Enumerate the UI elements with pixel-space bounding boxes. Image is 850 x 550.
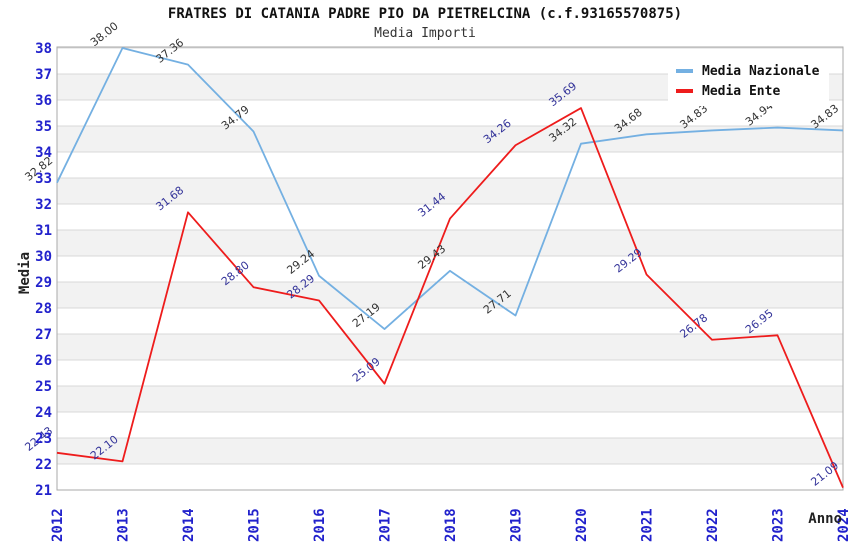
legend-swatch-media-nazionale (676, 69, 693, 73)
series-line-media-ente (56, 107, 844, 489)
y-tick-label: 34 (35, 145, 52, 161)
data-label-media-nazionale: 37.36 (153, 36, 186, 66)
x-tick-label: 2012 (50, 508, 66, 542)
y-tick-label: 23 (35, 431, 52, 447)
x-tick-label: 2020 (574, 508, 590, 542)
x-tick-label: 2018 (443, 508, 459, 542)
y-tick-label: 38 (35, 41, 52, 57)
plot-border (56, 46, 844, 491)
y-tick-label: 36 (35, 93, 52, 109)
y-tick-label: 32 (35, 197, 52, 213)
x-tick-label: 2016 (312, 508, 328, 542)
y-tick-label: 29 (35, 275, 52, 291)
x-tick-label: 2024 (836, 508, 850, 542)
x-tick-label: 2013 (116, 508, 132, 542)
chart-title: FRATRES DI CATANIA PADRE PIO DA PIETRELC… (167, 6, 683, 22)
plot-band (57, 178, 843, 204)
y-tick-label: 37 (35, 67, 52, 83)
x-tick-label: 2014 (181, 508, 197, 542)
y-tick-label: 35 (35, 119, 52, 135)
x-tick-label: 2019 (509, 508, 525, 542)
legend: Media Nazionale Media Ente (668, 56, 830, 106)
data-label-media-nazionale: 38.00 (88, 19, 121, 49)
plot-band (57, 386, 843, 412)
y-tick-label: 30 (35, 249, 52, 265)
x-tick-label: 2023 (771, 508, 787, 542)
plot-band (57, 334, 843, 360)
y-tick-label: 25 (35, 379, 52, 395)
legend-item-media-ente: Media Ente (676, 81, 819, 101)
x-tick-label: 2021 (640, 508, 656, 542)
series-line-media-nazionale (56, 47, 844, 330)
legend-label: Media Ente (702, 83, 781, 99)
y-tick-label: 22 (35, 457, 52, 473)
legend-item-media-nazionale: Media Nazionale (676, 61, 819, 81)
plot-band (57, 230, 843, 256)
x-tick-label: 2017 (378, 508, 394, 542)
y-tick-label: 26 (35, 353, 52, 369)
x-tick-label: 2022 (705, 508, 721, 542)
plot-band (57, 438, 843, 464)
data-label-media-ente: 26.95 (743, 307, 776, 337)
x-axis-title: Anno (808, 511, 842, 527)
plot-band (57, 282, 843, 308)
y-tick-label: 31 (35, 223, 52, 239)
y-tick-label: 33 (35, 171, 52, 187)
legend-label: Media Nazionale (702, 63, 820, 79)
y-tick-label: 24 (35, 405, 52, 421)
y-tick-label: 27 (35, 327, 52, 343)
x-tick-label: 2015 (247, 508, 263, 542)
y-tick-label: 28 (35, 301, 52, 317)
legend-swatch-media-ente (676, 89, 693, 93)
chart-subtitle: Media Importi (374, 26, 476, 41)
y-tick-label: 21 (35, 483, 52, 499)
y-axis-title: Media (17, 252, 33, 294)
